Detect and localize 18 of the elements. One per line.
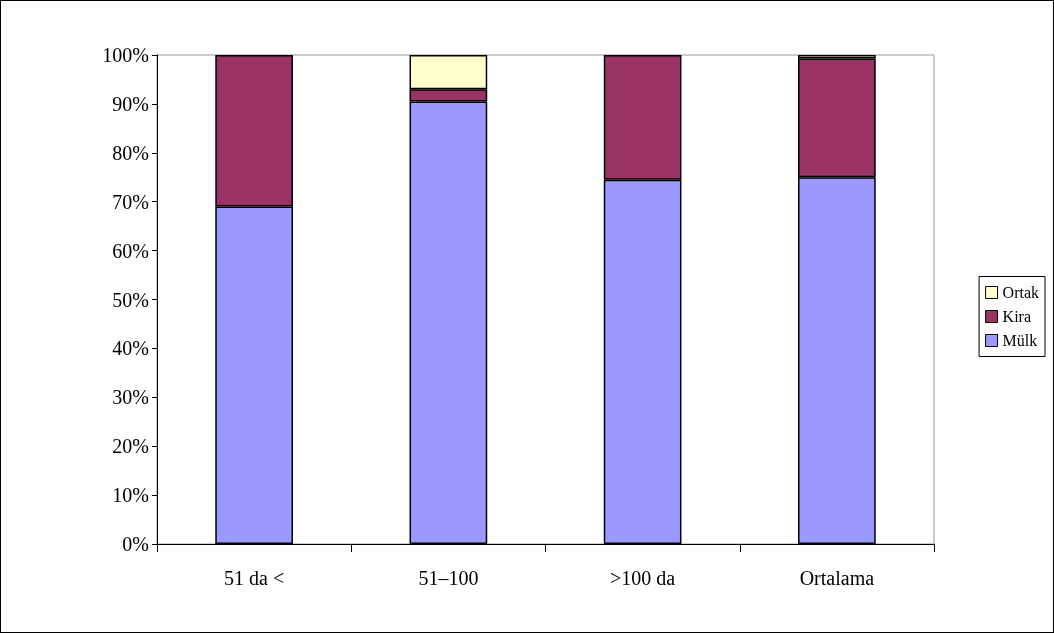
y-tick-label: 100% — [102, 44, 149, 66]
y-tick-label: 50% — [112, 288, 149, 311]
y-tick-label: 0% — [122, 533, 149, 555]
legend-label: Mülk — [1002, 332, 1038, 349]
y-tick-label: 10% — [112, 484, 149, 507]
x-tick-label: Ortalama — [799, 567, 875, 589]
y-tick-label: 60% — [112, 239, 149, 262]
y-tick-label: 80% — [112, 141, 149, 164]
y-tick-label: 30% — [112, 386, 149, 409]
y-tick-label: 90% — [112, 92, 149, 115]
legend-label: Kira — [1002, 308, 1032, 325]
legend-label: Ortak — [1002, 284, 1040, 301]
y-tick-label: 40% — [112, 337, 149, 360]
x-tick-label: 51–100 — [418, 567, 479, 589]
y-tick-label: 20% — [112, 435, 149, 458]
x-tick-label: 51 da < — [224, 567, 285, 589]
x-tick-label: >100 da — [610, 567, 676, 589]
y-tick-label: 70% — [112, 190, 149, 213]
